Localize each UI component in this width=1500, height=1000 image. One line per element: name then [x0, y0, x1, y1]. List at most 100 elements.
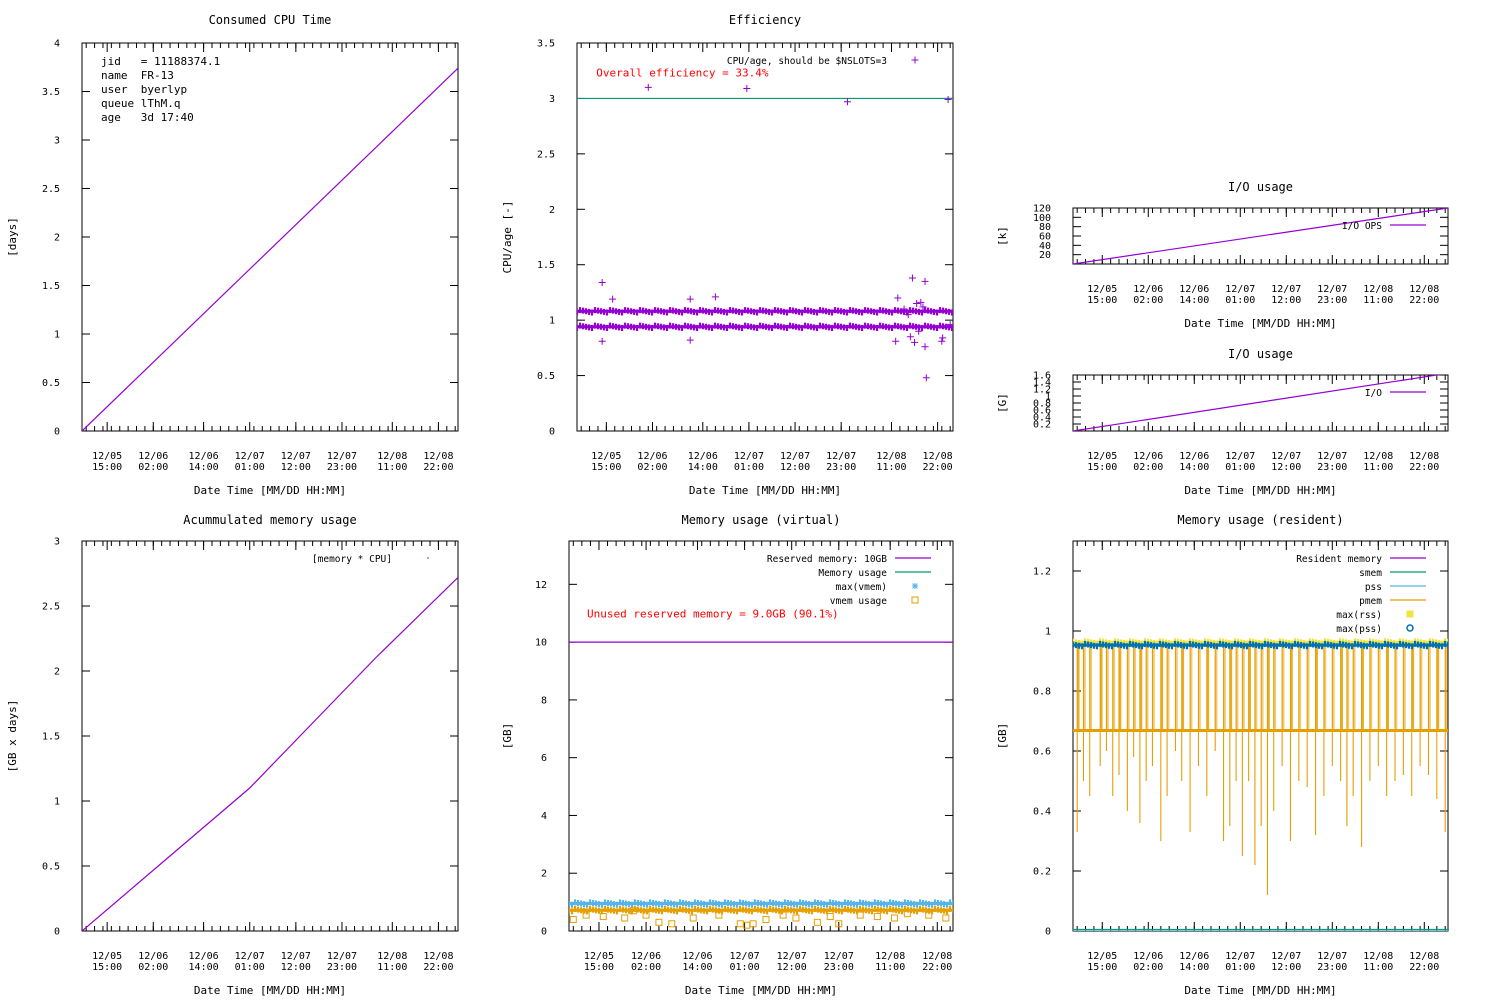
- data-point-plus: [908, 274, 916, 282]
- io-ops-chart: I/O usage2040608010012012/0515:0012/0602…: [996, 180, 1449, 330]
- series-pmem-base: [1073, 729, 1448, 732]
- data-point-plus: [939, 334, 947, 342]
- y-axis-label: CPU/age [-]: [501, 201, 514, 274]
- job-info-line: name FR-13: [101, 69, 174, 82]
- data-point-square: [621, 914, 629, 922]
- data-block: [1190, 646, 1193, 730]
- chart-title: I/O usage: [1228, 180, 1293, 194]
- data-block: [1346, 646, 1350, 730]
- x-tick-label-date: 12/06: [1133, 451, 1163, 462]
- y-axis-label: [k]: [996, 226, 1009, 246]
- y-tick-label: 10: [535, 638, 547, 649]
- x-tick-label-date: 12/06: [682, 951, 712, 962]
- x-tick-label-time: 11:00: [1363, 962, 1393, 973]
- x-tick-label-date: 12/07: [1271, 451, 1301, 462]
- data-block: [1152, 646, 1155, 730]
- data-block: [1248, 646, 1251, 730]
- legend-label: Memory usage: [818, 568, 887, 579]
- y-axis-label: [days]: [6, 217, 19, 257]
- data-block: [1307, 646, 1310, 730]
- data-block: [1445, 646, 1448, 730]
- x-tick-label-time: 01:00: [1225, 462, 1255, 473]
- x-tick-label-time: 02:00: [637, 462, 667, 473]
- x-tick-label-time: 15:00: [92, 962, 122, 973]
- data-block: [1298, 646, 1302, 730]
- series-group: [82, 576, 458, 931]
- x-tick-label-date: 12/07: [1225, 284, 1255, 295]
- y-tick-label: 3.5: [42, 87, 60, 98]
- y-tick-label: 80: [1039, 222, 1051, 233]
- x-tick-label-time: 22:00: [423, 962, 453, 973]
- x-tick-label-date: 12/06: [1133, 951, 1163, 962]
- data-block: [1127, 646, 1130, 730]
- data-point-plus: [900, 305, 908, 313]
- legend-label: pss: [1365, 582, 1382, 593]
- x-tick-label-time: 01:00: [1225, 295, 1255, 306]
- data-block: [1100, 646, 1103, 730]
- x-tick-label-time: 15:00: [591, 462, 621, 473]
- x-tick-label-time: 22:00: [1409, 295, 1439, 306]
- data-point-plus: [922, 374, 930, 382]
- y-tick-label: 0.4: [1033, 413, 1051, 424]
- data-block: [1139, 646, 1143, 730]
- data-block: [1353, 646, 1356, 730]
- io-volume-chart: I/O usage 0.20.40.60.811.21.41.6 12/0515:0…: [996, 347, 1449, 497]
- series-group: [577, 83, 953, 382]
- data-block: [1112, 646, 1116, 730]
- x-tick-label-time: 22:00: [1409, 962, 1439, 973]
- data-block: [1223, 646, 1226, 730]
- x-tick-label-time: 15:00: [1087, 462, 1117, 473]
- data-block: [1206, 646, 1210, 730]
- plot-frame: [568, 540, 954, 932]
- x-tick-label-time: 15:00: [584, 962, 614, 973]
- x-axis-label: Date Time [MM/DD HH:MM]: [1184, 984, 1336, 997]
- data-point-square: [826, 913, 834, 921]
- legend-label: pmem: [1359, 596, 1382, 607]
- y-axis-label: [G]: [996, 393, 1009, 413]
- data-point-square: [835, 920, 843, 928]
- x-tick-label-time: 02:00: [138, 462, 168, 473]
- x-tick-label-time: 22:00: [1409, 462, 1439, 473]
- y-tick-label: 1.5: [42, 732, 60, 743]
- x-tick-label-time: 15:00: [1087, 962, 1117, 973]
- x-tick-label-time: 14:00: [682, 962, 712, 973]
- chart-annotation: Overall efficiency = 33.4%: [596, 66, 769, 79]
- y-tick-label: 1: [1045, 627, 1051, 638]
- y-tick-label: 60: [1039, 232, 1051, 243]
- x-tick-label-time: 11:00: [875, 962, 905, 973]
- data-block: [1229, 646, 1233, 730]
- data-block: [1323, 646, 1327, 730]
- y-tick-label: 2.5: [42, 602, 60, 613]
- series-i-o-ops: [1073, 208, 1448, 264]
- x-tick-label-time: 14:00: [1179, 462, 1209, 473]
- y-tick-label: 2: [54, 233, 60, 244]
- data-point-plus: [944, 96, 952, 104]
- x-tick-label-date: 12/07: [1317, 284, 1347, 295]
- data-point-square: [668, 920, 676, 928]
- x-tick-label-date: 12/07: [730, 951, 760, 962]
- data-point-plus: [609, 295, 617, 303]
- x-tick-label-date: 12/06: [1179, 284, 1209, 295]
- x-tick-label-date: 12/07: [235, 951, 265, 962]
- data-point-square: [873, 913, 881, 921]
- y-tick-label: 2: [541, 869, 547, 880]
- y-tick-label: 0: [1045, 927, 1051, 938]
- x-tick-label-date: 12/05: [92, 951, 122, 962]
- x-axis-label: Date Time [MM/DD HH:MM]: [689, 484, 841, 497]
- data-point-plus: [946, 321, 953, 329]
- x-tick-label-date: 12/08: [377, 451, 407, 462]
- y-tick-label: 0: [54, 927, 60, 938]
- x-tick-label-date: 12/08: [876, 451, 906, 462]
- data-point-square: [715, 911, 723, 919]
- data-point-square: [942, 914, 950, 922]
- x-tick-label-date: 12/08: [377, 951, 407, 962]
- data-point-square: [890, 914, 898, 922]
- data-point-square: [629, 907, 637, 915]
- x-tick-label-date: 12/06: [688, 451, 718, 462]
- y-tick-label: 12: [535, 580, 547, 591]
- x-tick-label-time: 11:00: [1363, 295, 1393, 306]
- series-i-o: [1073, 375, 1441, 431]
- data-point-plus: [894, 294, 902, 302]
- x-tick-label-time: 01:00: [730, 962, 760, 973]
